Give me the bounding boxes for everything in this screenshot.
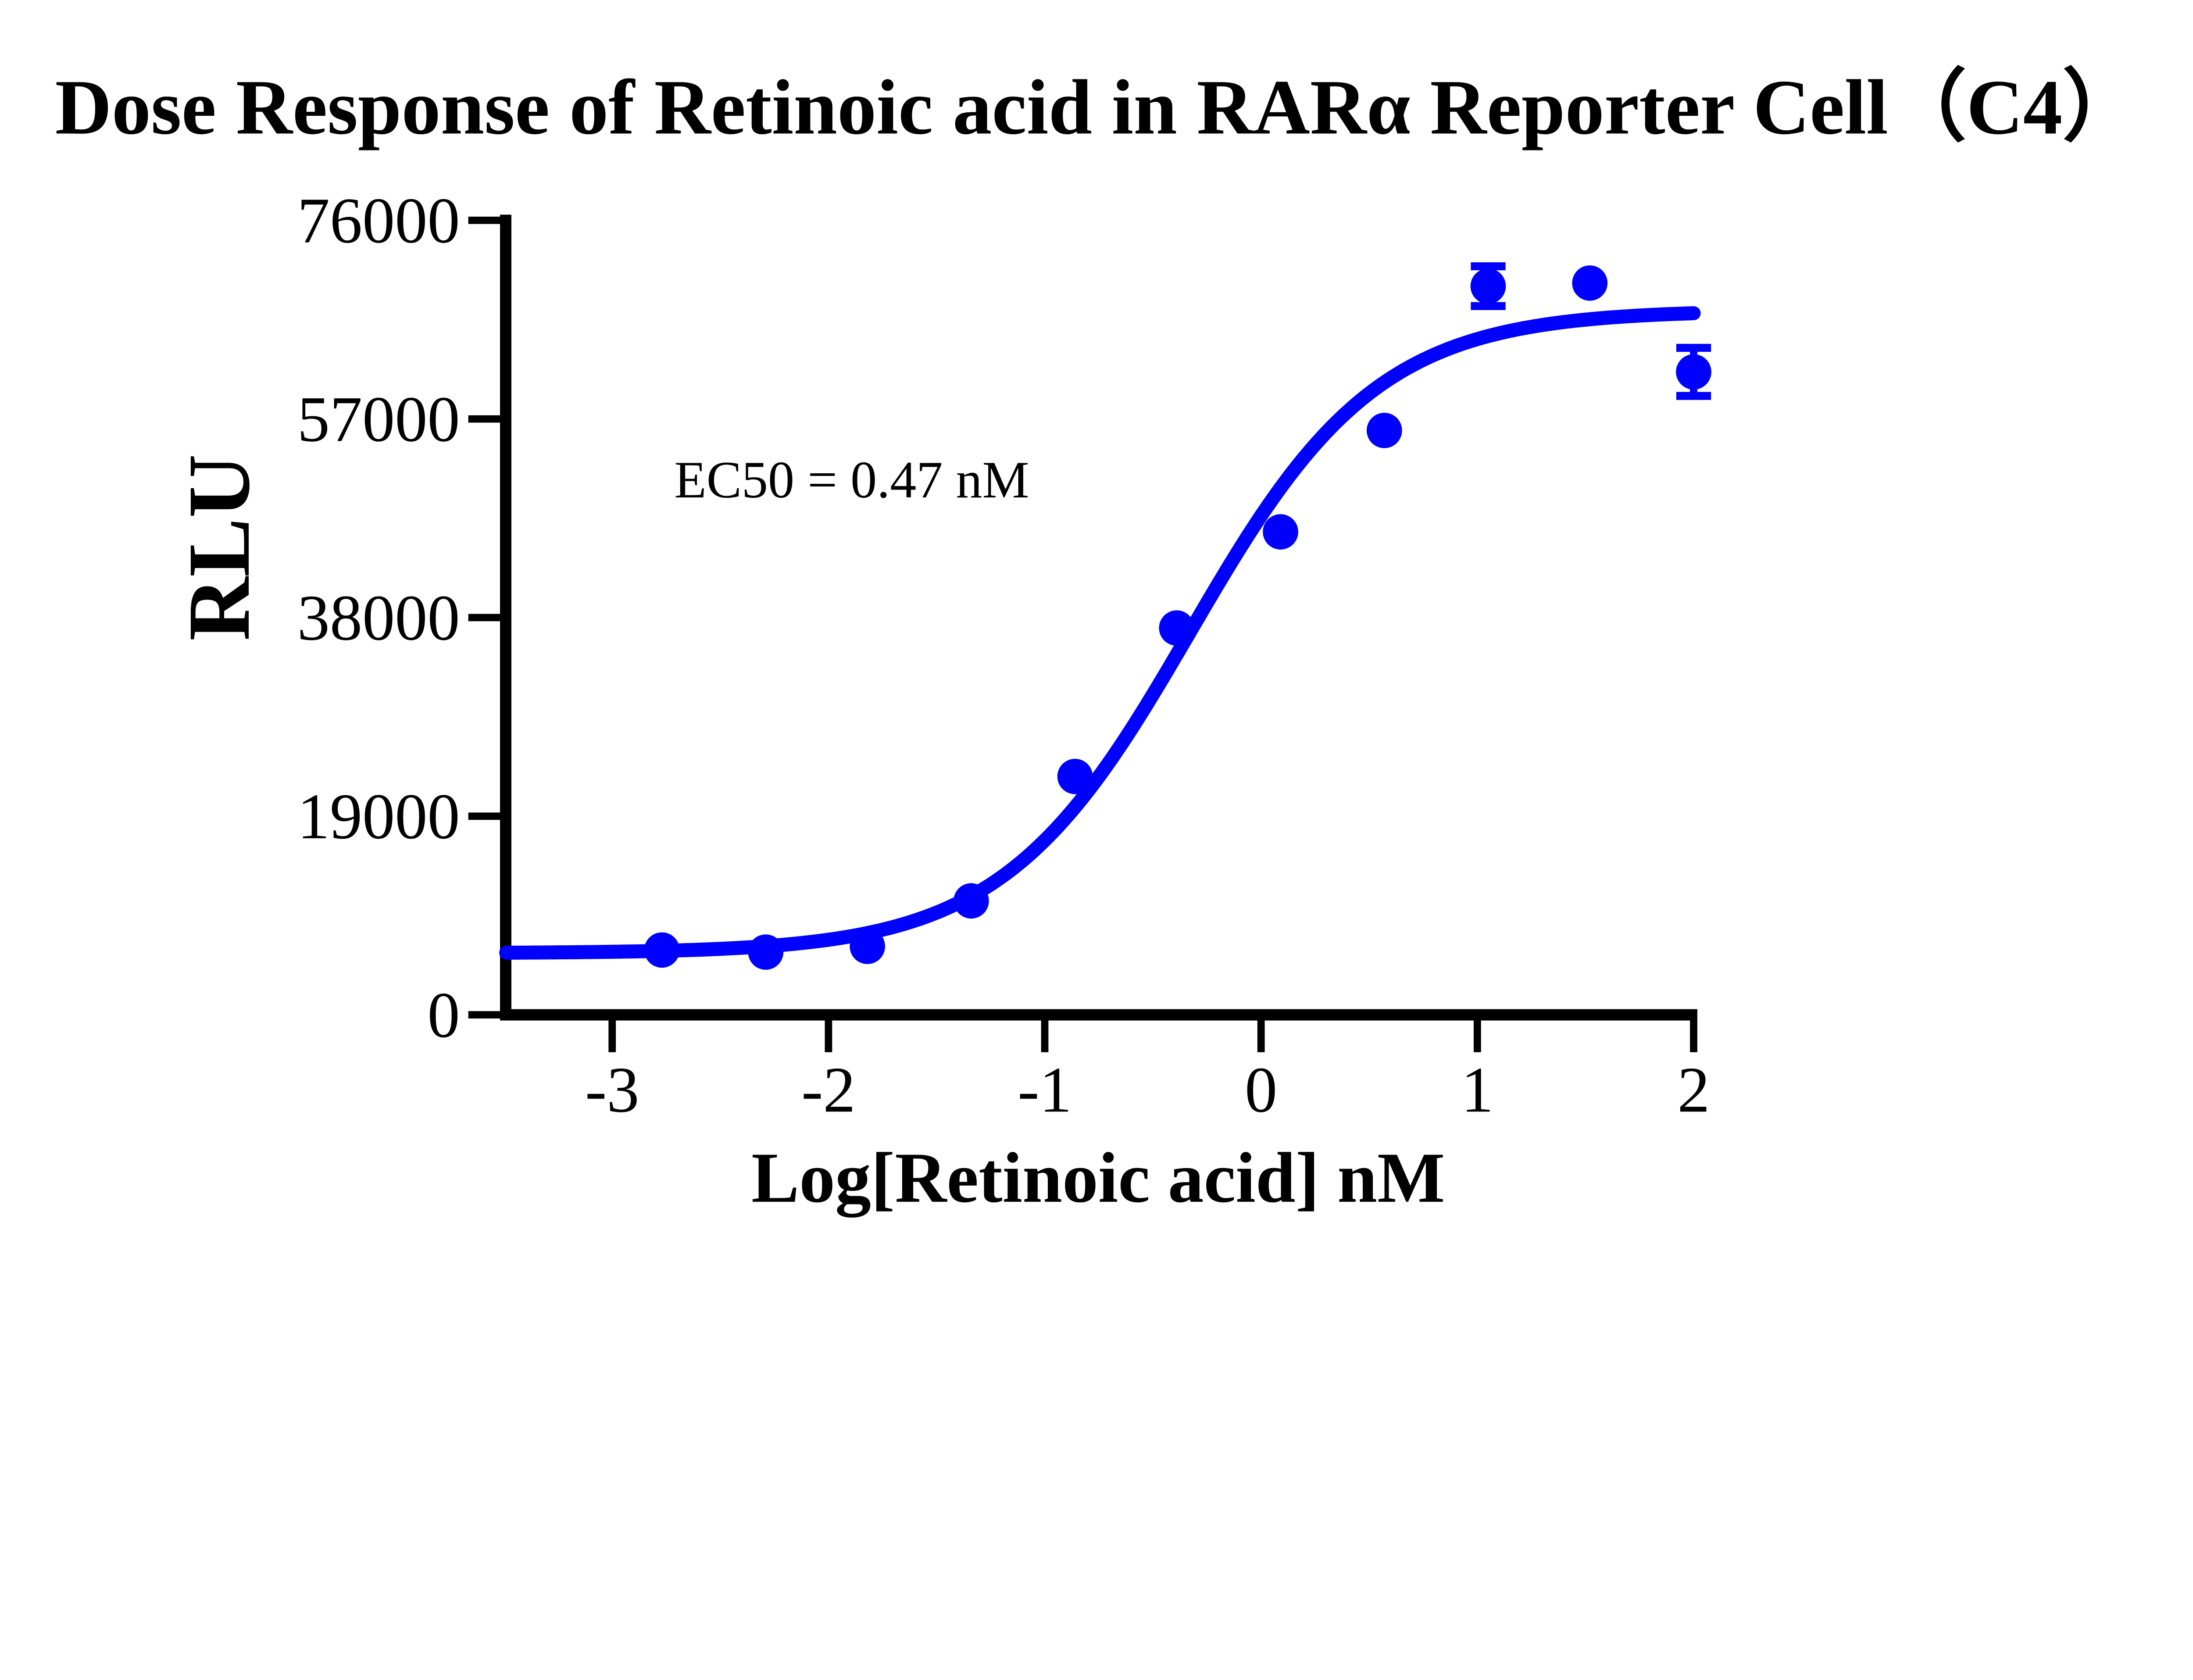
- axes: -3 -2 -1 0 1 2 0 19000 38000 57000 76000: [297, 185, 1710, 1126]
- y-tick-label: 38000: [297, 582, 460, 654]
- x-tick-label: -1: [1018, 1054, 1072, 1126]
- x-tick-label: 1: [1461, 1054, 1493, 1126]
- ec50-annotation: EC50 = 0.47 nM: [674, 451, 1029, 509]
- data-point-marker: [1159, 610, 1195, 646]
- x-tick-label: -2: [801, 1054, 856, 1126]
- x-tick-label: 0: [1245, 1054, 1277, 1126]
- chart-title: Dose Response of Retinoic acid in RARα R…: [55, 64, 2141, 150]
- x-tick-label: 2: [1677, 1054, 1710, 1126]
- data-point-marker: [850, 929, 885, 964]
- y-tick-label: 76000: [297, 185, 460, 257]
- data-point-marker: [748, 934, 784, 970]
- fit-curve: [499, 306, 1701, 960]
- chart-canvas: Dose Response of Retinoic acid in RARα R…: [55, 64, 2141, 1218]
- data-point-marker: [954, 883, 989, 919]
- plot-area: [499, 262, 1711, 970]
- data-point-marker: [1057, 758, 1093, 794]
- data-point-marker: [1263, 514, 1298, 550]
- y-tick-label: 0: [428, 979, 460, 1051]
- y-tick-label: 19000: [297, 781, 460, 853]
- y-tick-label: 57000: [297, 383, 460, 455]
- dose-response-figure: Dose Response of Retinoic acid in RARα R…: [55, 64, 2141, 1218]
- data-point-marker: [1470, 268, 1506, 304]
- x-tick-label: -3: [585, 1054, 639, 1126]
- data-point-marker: [1676, 354, 1711, 390]
- data-point-marker: [1366, 412, 1402, 448]
- y-axis-label: RLU: [170, 454, 268, 641]
- data-point-marker: [644, 932, 680, 968]
- data-point-marker: [1572, 265, 1608, 301]
- x-axis-label: Log[Retinoic acid] nM: [751, 1138, 1445, 1218]
